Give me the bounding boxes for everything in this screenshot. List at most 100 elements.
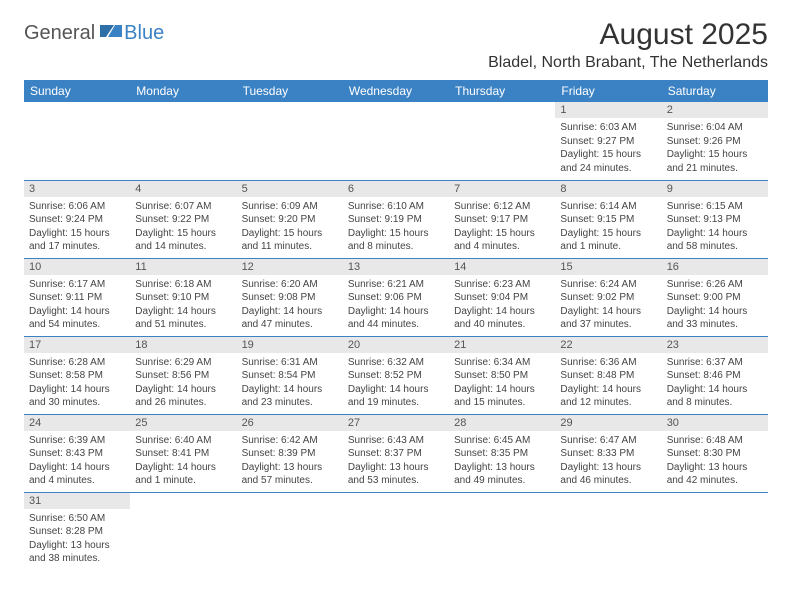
day-header: Monday (130, 80, 236, 102)
detail-line: Sunset: 9:13 PM (667, 213, 763, 227)
detail-line: Sunset: 9:24 PM (29, 213, 125, 227)
day-details: Sunrise: 6:09 AMSunset: 9:20 PMDaylight:… (237, 197, 343, 258)
detail-line: Sunrise: 6:04 AM (667, 121, 763, 135)
day-number: 9 (662, 181, 768, 197)
calendar-cell: 3Sunrise: 6:06 AMSunset: 9:24 PMDaylight… (24, 180, 130, 258)
detail-line: and 4 minutes. (29, 474, 125, 488)
detail-line: Sunrise: 6:31 AM (242, 356, 338, 370)
detail-line: Sunrise: 6:21 AM (348, 278, 444, 292)
detail-line: Sunset: 9:15 PM (560, 213, 656, 227)
day-number: 13 (343, 259, 449, 275)
detail-line: Daylight: 13 hours (454, 461, 550, 475)
detail-line: and 38 minutes. (29, 552, 125, 566)
detail-line: Sunrise: 6:14 AM (560, 200, 656, 214)
detail-line: Daylight: 13 hours (242, 461, 338, 475)
detail-line: Sunset: 9:02 PM (560, 291, 656, 305)
day-details: Sunrise: 6:18 AMSunset: 9:10 PMDaylight:… (130, 275, 236, 336)
detail-line: Daylight: 14 hours (242, 305, 338, 319)
detail-line: Sunrise: 6:28 AM (29, 356, 125, 370)
detail-line: and 1 minute. (560, 240, 656, 254)
detail-line: Sunset: 8:54 PM (242, 369, 338, 383)
calendar-cell: 30Sunrise: 6:48 AMSunset: 8:30 PMDayligh… (662, 414, 768, 492)
calendar-cell: 24Sunrise: 6:39 AMSunset: 8:43 PMDayligh… (24, 414, 130, 492)
detail-line: Sunset: 8:58 PM (29, 369, 125, 383)
calendar-cell: 28Sunrise: 6:45 AMSunset: 8:35 PMDayligh… (449, 414, 555, 492)
detail-line: and 23 minutes. (242, 396, 338, 410)
location-text: Bladel, North Brabant, The Netherlands (488, 54, 768, 72)
day-number: 21 (449, 337, 555, 353)
detail-line: and 21 minutes. (667, 162, 763, 176)
calendar-cell-empty (343, 492, 449, 570)
day-details: Sunrise: 6:31 AMSunset: 8:54 PMDaylight:… (237, 353, 343, 414)
detail-line: Daylight: 14 hours (454, 383, 550, 397)
detail-line: Sunset: 9:17 PM (454, 213, 550, 227)
day-details: Sunrise: 6:03 AMSunset: 9:27 PMDaylight:… (555, 118, 661, 179)
calendar-row: 1Sunrise: 6:03 AMSunset: 9:27 PMDaylight… (24, 102, 768, 180)
day-details: Sunrise: 6:21 AMSunset: 9:06 PMDaylight:… (343, 275, 449, 336)
day-details: Sunrise: 6:39 AMSunset: 8:43 PMDaylight:… (24, 431, 130, 492)
detail-line: Daylight: 14 hours (135, 383, 231, 397)
calendar-row: 3Sunrise: 6:06 AMSunset: 9:24 PMDaylight… (24, 180, 768, 258)
calendar-cell: 15Sunrise: 6:24 AMSunset: 9:02 PMDayligh… (555, 258, 661, 336)
detail-line: and 12 minutes. (560, 396, 656, 410)
day-number: 23 (662, 337, 768, 353)
detail-line: Daylight: 14 hours (29, 461, 125, 475)
detail-line: Sunrise: 6:39 AM (29, 434, 125, 448)
detail-line: Sunset: 9:10 PM (135, 291, 231, 305)
day-details: Sunrise: 6:10 AMSunset: 9:19 PMDaylight:… (343, 197, 449, 258)
detail-line: Sunset: 8:50 PM (454, 369, 550, 383)
day-details: Sunrise: 6:14 AMSunset: 9:15 PMDaylight:… (555, 197, 661, 258)
calendar-cell: 6Sunrise: 6:10 AMSunset: 9:19 PMDaylight… (343, 180, 449, 258)
detail-line: and 33 minutes. (667, 318, 763, 332)
detail-line: Daylight: 15 hours (560, 148, 656, 162)
detail-line: Sunset: 9:11 PM (29, 291, 125, 305)
day-number: 15 (555, 259, 661, 275)
logo-text-general: General (24, 22, 95, 45)
detail-line: Daylight: 14 hours (667, 305, 763, 319)
detail-line: Sunrise: 6:06 AM (29, 200, 125, 214)
detail-line: Sunrise: 6:29 AM (135, 356, 231, 370)
calendar-cell: 12Sunrise: 6:20 AMSunset: 9:08 PMDayligh… (237, 258, 343, 336)
detail-line: and 26 minutes. (135, 396, 231, 410)
day-header: Tuesday (237, 80, 343, 102)
detail-line: Sunrise: 6:23 AM (454, 278, 550, 292)
day-number: 6 (343, 181, 449, 197)
calendar-cell: 14Sunrise: 6:23 AMSunset: 9:04 PMDayligh… (449, 258, 555, 336)
detail-line: Sunrise: 6:48 AM (667, 434, 763, 448)
detail-line: Sunrise: 6:34 AM (454, 356, 550, 370)
detail-line: and 17 minutes. (29, 240, 125, 254)
day-number: 11 (130, 259, 236, 275)
calendar-cell: 19Sunrise: 6:31 AMSunset: 8:54 PMDayligh… (237, 336, 343, 414)
detail-line: Sunset: 9:04 PM (454, 291, 550, 305)
detail-line: Sunrise: 6:09 AM (242, 200, 338, 214)
detail-line: Sunrise: 6:17 AM (29, 278, 125, 292)
calendar-cell: 29Sunrise: 6:47 AMSunset: 8:33 PMDayligh… (555, 414, 661, 492)
detail-line: Daylight: 13 hours (348, 461, 444, 475)
day-number: 1 (555, 102, 661, 118)
detail-line: Sunset: 8:39 PM (242, 447, 338, 461)
detail-line: Sunrise: 6:43 AM (348, 434, 444, 448)
calendar-cell: 1Sunrise: 6:03 AMSunset: 9:27 PMDaylight… (555, 102, 661, 180)
detail-line: and 37 minutes. (560, 318, 656, 332)
calendar-cell-empty (24, 102, 130, 180)
day-number: 19 (237, 337, 343, 353)
detail-line: Daylight: 13 hours (29, 539, 125, 553)
detail-line: Daylight: 14 hours (29, 305, 125, 319)
calendar-cell: 26 Sunrise: 6:42 AMSunset: 8:39 PMDayligh… (237, 414, 343, 492)
detail-line: Sunrise: 6:40 AM (135, 434, 231, 448)
day-number: 26 (237, 415, 343, 431)
day-details: Sunrise: 6:32 AMSunset: 8:52 PMDaylight:… (343, 353, 449, 414)
day-number: 12 (237, 259, 343, 275)
calendar-cell-empty (449, 492, 555, 570)
detail-line: Sunrise: 6:15 AM (667, 200, 763, 214)
day-number: 17 (24, 337, 130, 353)
detail-line: and 47 minutes. (242, 318, 338, 332)
detail-line: Daylight: 14 hours (560, 305, 656, 319)
day-number: 20 (343, 337, 449, 353)
day-number: 31 (24, 493, 130, 509)
detail-line: and 58 minutes. (667, 240, 763, 254)
detail-line: Daylight: 15 hours (348, 227, 444, 241)
calendar-row: 24Sunrise: 6:39 AMSunset: 8:43 PMDayligh… (24, 414, 768, 492)
detail-line: Sunrise: 6:42 AM (242, 434, 338, 448)
detail-line: Daylight: 14 hours (242, 383, 338, 397)
